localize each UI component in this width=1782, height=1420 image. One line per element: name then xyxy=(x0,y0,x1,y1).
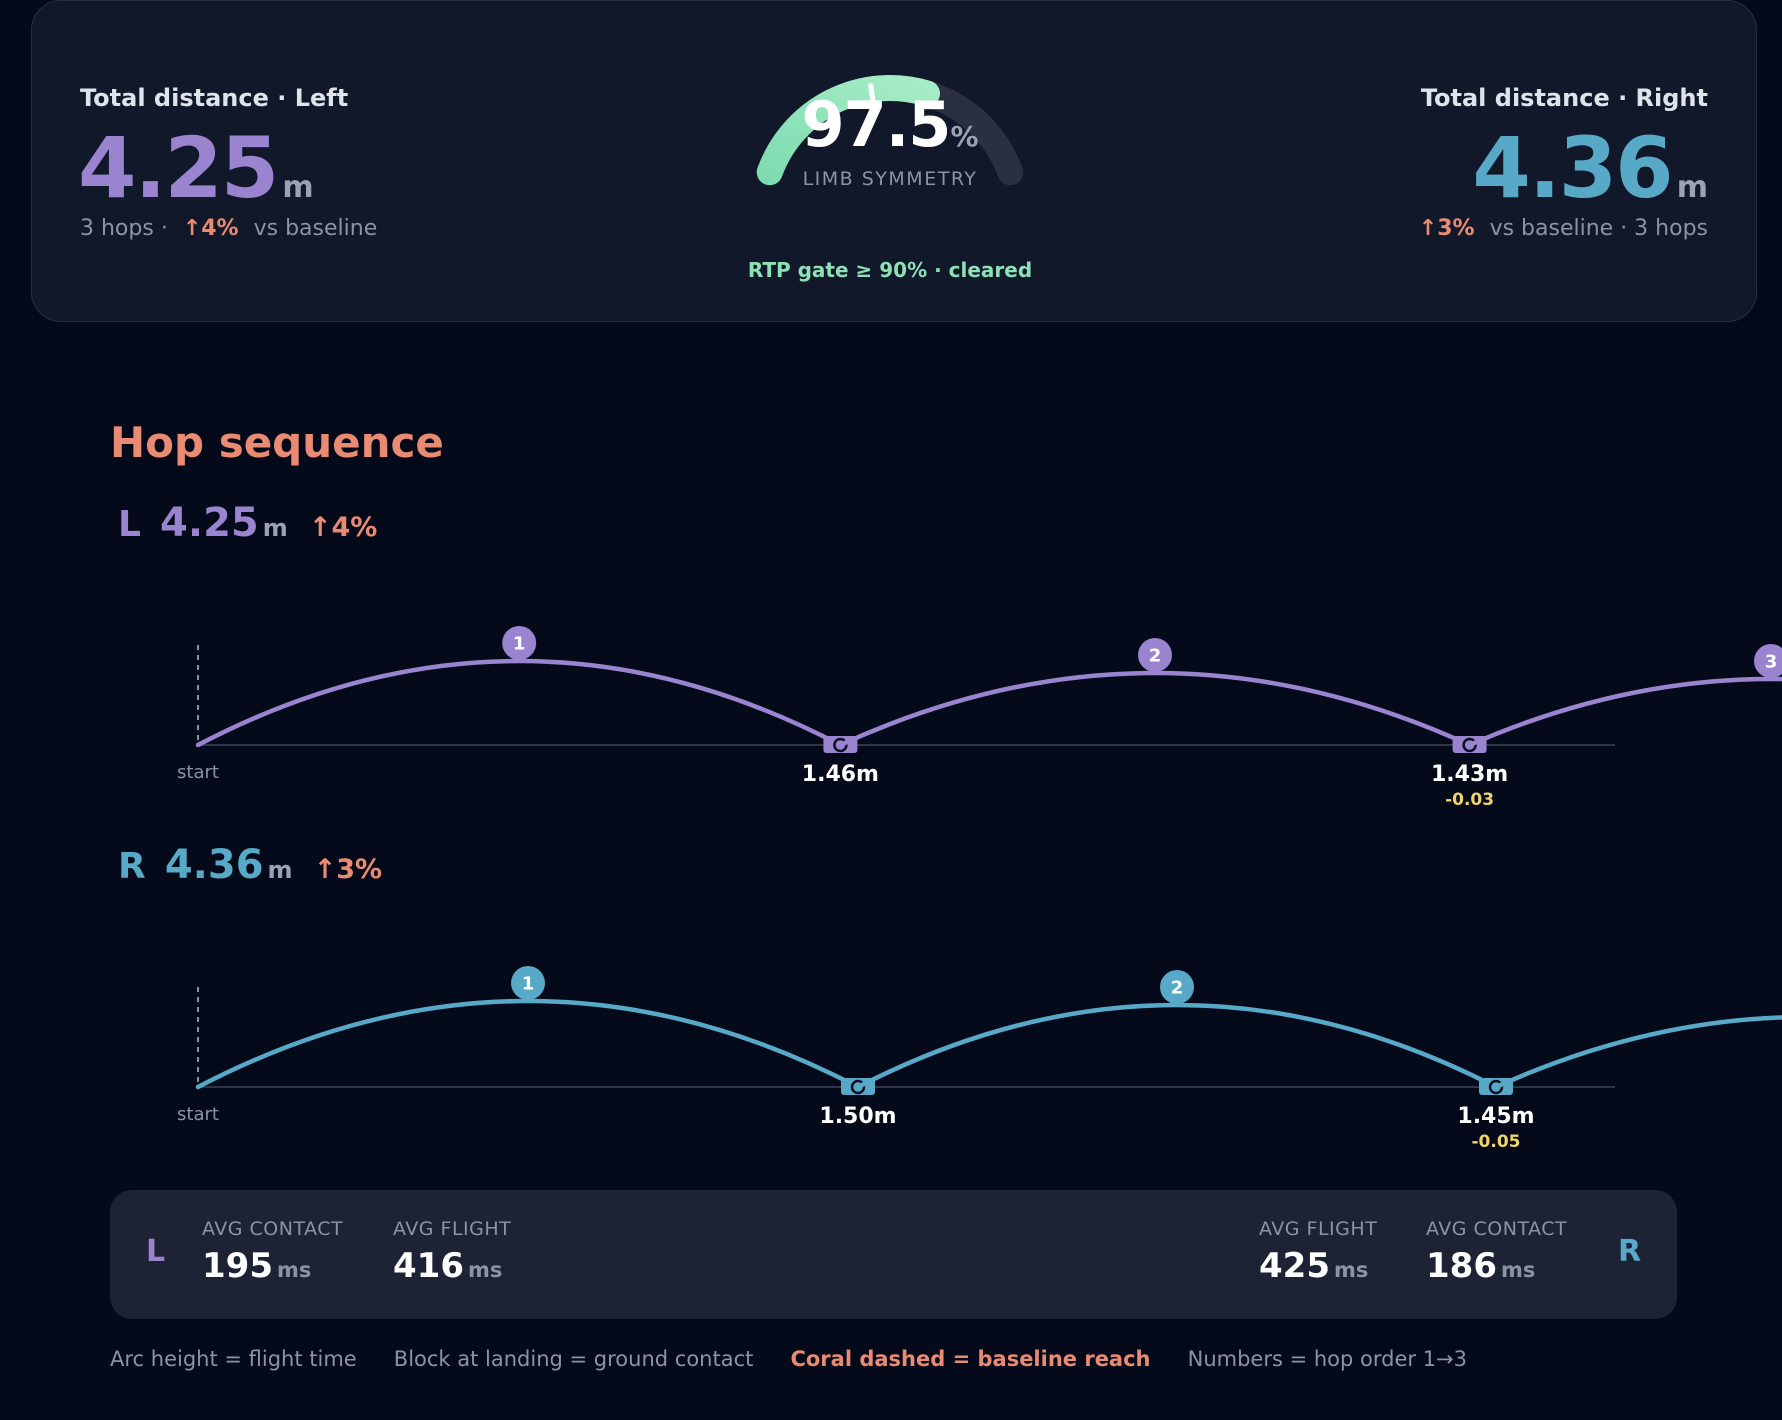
gauge-value-group: 97.5% xyxy=(790,88,990,161)
left-chart-total: 4.25 xyxy=(160,500,259,546)
right-avg-contact-label: AVG CONTACT xyxy=(1426,1218,1568,1240)
left-total-subtext: 3 hops · ↑4% vs baseline xyxy=(80,216,377,241)
legend: Arc height = flight time Block at landin… xyxy=(110,1347,1467,1371)
left-letter: L xyxy=(118,504,141,545)
hop-arc-1 xyxy=(195,998,861,1090)
rtp-gate-status: RTP gate ≥ 90% · cleared xyxy=(747,258,1033,282)
hop-number-badge-3 xyxy=(1754,644,1782,678)
start-label: start xyxy=(177,762,219,783)
legend-arc-height: Arc height = flight time xyxy=(110,1347,357,1371)
left-delta-suffix: vs baseline xyxy=(253,216,378,241)
legend-baseline: Coral dashed = baseline reach xyxy=(790,1347,1151,1371)
hop-distance-label-2: 1.43m xyxy=(1431,762,1508,787)
right-chart-header: R 4.36 m ↑3% xyxy=(118,842,382,888)
hop-number-badge-1 xyxy=(511,966,545,1000)
right-chart-unit: m xyxy=(267,856,293,884)
hop-arc-3 xyxy=(1467,676,1782,748)
left-avg-contact-unit: ms xyxy=(276,1258,312,1282)
hop-distance-label-1: 1.50m xyxy=(819,1104,896,1129)
stats-right-letter: R xyxy=(1618,1234,1642,1269)
left-avg-contact-value: 195 xyxy=(202,1246,273,1286)
right-avg-contact-unit: ms xyxy=(1500,1258,1536,1282)
hop-distance-label-1: 1.46m xyxy=(802,762,879,787)
hop-number-3: 3 xyxy=(1765,652,1778,673)
landing-ring-2 xyxy=(1462,737,1477,753)
left-avg-contact: AVG CONTACT 195 ms xyxy=(202,1218,343,1286)
stats-left-letter: L xyxy=(146,1234,166,1269)
hop-number-1: 1 xyxy=(522,974,535,995)
hop-number-2: 2 xyxy=(1149,646,1162,667)
legend-hop-order: Numbers = hop order 1→3 xyxy=(1187,1347,1468,1371)
right-total-unit: m xyxy=(1676,170,1708,205)
left-avg-flight-unit: ms xyxy=(467,1258,503,1282)
gauge-label: LIMB SYMMETRY xyxy=(802,168,978,190)
hop-arc-2 xyxy=(838,670,1472,748)
right-avg-contact-value: 186 xyxy=(1426,1246,1497,1286)
summary-card xyxy=(31,0,1757,322)
section-title: Hop sequence xyxy=(110,418,444,467)
right-avg-contact: AVG CONTACT 186 ms xyxy=(1426,1218,1567,1286)
hop-arc-1 xyxy=(195,658,843,748)
left-hop-chart: startbaseline 4.1m11.46m21.43m-0.0331.37… xyxy=(177,626,1782,810)
landing-ring-1 xyxy=(833,737,848,753)
gauge-fill xyxy=(756,75,940,186)
right-letter: R xyxy=(118,846,146,887)
right-chart-total: 4.36 xyxy=(164,842,264,888)
right-total-label: Total distance · Right xyxy=(1420,84,1708,112)
left-chart-delta: ↑4% xyxy=(308,512,378,543)
symmetry-gauge xyxy=(756,75,1024,186)
left-avg-flight: AVG FLIGHT 416 ms xyxy=(393,1218,511,1286)
left-avg-flight-value: 416 xyxy=(393,1246,464,1286)
left-hops-count: 3 hops · xyxy=(80,216,168,241)
gauge-unit: % xyxy=(950,120,979,153)
left-avg-flight-label: AVG FLIGHT xyxy=(393,1218,512,1240)
right-total-value-group: 4.36 m xyxy=(1472,126,1708,210)
hop-diff-label-2: -0.05 xyxy=(1472,1132,1521,1152)
right-delta-suffix: vs baseline · 3 hops xyxy=(1489,216,1708,241)
left-chart-unit: m xyxy=(262,514,288,542)
right-chart-delta: ↑3% xyxy=(313,854,383,885)
hop-arc-3 xyxy=(1493,1015,1782,1090)
landing-ring-1 xyxy=(850,1079,866,1095)
right-total-value: 4.36 xyxy=(1472,119,1673,217)
right-avg-flight: AVG FLIGHT 425 ms xyxy=(1259,1218,1377,1286)
right-avg-flight-value: 425 xyxy=(1259,1246,1330,1286)
left-total-value: 4.25 xyxy=(78,119,279,217)
right-hop-chart: startbaseline 4.24m11.50m21.45m-0.0531.4… xyxy=(177,966,1782,1152)
left-total-value-group: 4.25 m xyxy=(78,126,314,210)
hop-number-badge-2 xyxy=(1160,970,1194,1004)
right-avg-flight-label: AVG FLIGHT xyxy=(1259,1218,1378,1240)
start-label: start xyxy=(177,1104,219,1125)
right-delta: ↑3% xyxy=(1418,216,1475,241)
hop-number-1: 1 xyxy=(513,634,526,655)
left-chart-header: L 4.25 m ↑4% xyxy=(118,500,377,546)
left-total-unit: m xyxy=(282,170,314,205)
landing-ring-2 xyxy=(1488,1079,1504,1095)
hop-number-badge-1 xyxy=(502,626,537,660)
gauge-value: 97.5 xyxy=(801,88,951,161)
right-total-subtext: ↑3% vs baseline · 3 hops xyxy=(1419,216,1708,241)
stats-card xyxy=(110,1190,1677,1319)
left-avg-contact-label: AVG CONTACT xyxy=(202,1218,344,1240)
gauge-needle xyxy=(868,82,877,108)
left-total-label: Total distance · Left xyxy=(80,84,349,112)
hop-number-badge-2 xyxy=(1138,638,1172,672)
legend-contact-block: Block at landing = ground contact xyxy=(393,1347,754,1371)
hop-arc-2 xyxy=(855,1002,1499,1090)
hop-number-2: 2 xyxy=(1171,978,1184,999)
right-avg-flight-unit: ms xyxy=(1333,1258,1369,1282)
hop-distance-label-2: 1.45m xyxy=(1457,1104,1534,1129)
left-delta: ↑4% xyxy=(182,216,239,241)
hop-diff-label-2: -0.03 xyxy=(1445,790,1494,810)
